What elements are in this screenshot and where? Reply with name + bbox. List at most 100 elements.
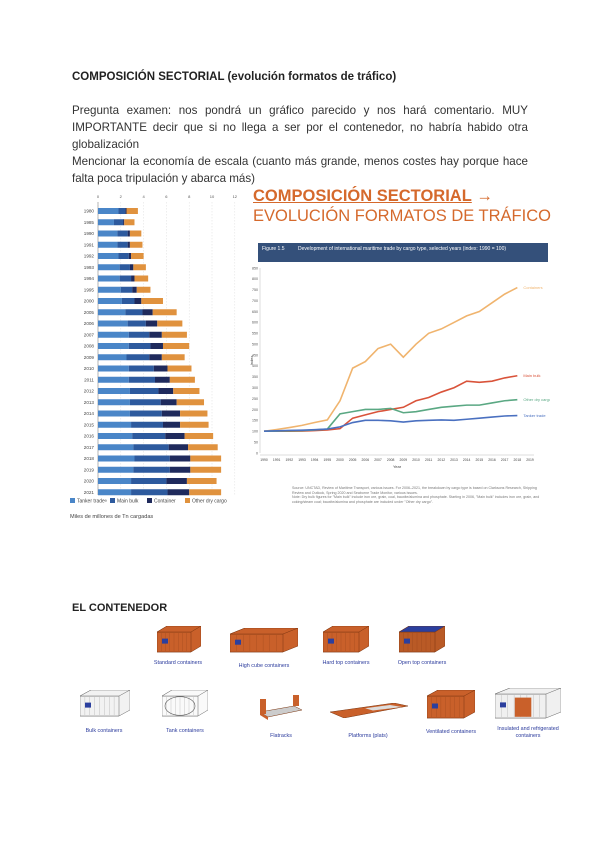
y-tick-label: 2018 [84,456,95,461]
figure-source-text: Source: UNCTAD, Review of Maritime Trans… [292,486,537,495]
y-tick-label: 600 [252,321,258,325]
bar-segment-main-bulk [128,376,155,383]
legend-label: Container [154,499,176,505]
bar-segment-container [145,320,158,327]
x-tick-label: 0 [97,194,100,199]
x-tick-label: 1991 [273,458,281,462]
x-tick-label: 2018 [514,458,522,462]
bar-segment-container [155,376,170,383]
bar-segment-main-bulk [127,320,146,327]
y-tick-label: 2010 [84,366,95,371]
x-tick-label: 2010 [412,458,420,462]
y-tick-label: 2000 [84,299,95,304]
bar-segment-container [149,354,162,361]
bar-segment-container [150,343,163,349]
container-image-icon [399,626,445,653]
bar-segment-other-dry-cargo [141,298,163,304]
paragraph: Mencionar la economía de escala (cuanto … [72,155,528,185]
series-label-tanker-trade: Tanker trade [523,413,546,418]
bar-segment-other-dry-cargo [134,275,149,282]
x-axis-label: Year [393,464,402,469]
y-tick-label: 2005 [84,310,95,315]
y-tick-label: 2015 [84,422,95,427]
y-tick-label: 800 [252,277,258,281]
bar-segment-main-bulk [117,241,128,248]
x-tick-label: 2005 [349,458,357,462]
figure-note-text: Note: Dry bulk figures for "Main bulk" i… [292,495,540,504]
y-axis-label: Index [250,356,254,366]
x-tick-label: 8 [188,194,191,199]
arrow-right-icon: → [476,187,493,205]
bar-segment-other-dry-cargo [169,376,195,383]
bar-segment-main-bulk [133,466,170,473]
section-heading: COMPOSICIÓN SECTORIAL (evolución formato… [72,71,397,83]
platform-deck [365,705,402,711]
brand-logo-icon [404,638,410,644]
bar-segment-other-dry-cargo [190,455,222,462]
y-tick-label: 2021 [84,490,95,495]
series-line-containers [263,286,518,433]
container-top [323,626,369,633]
bar-segment-tanker-trade- [98,343,129,349]
bar-segment-container [142,309,153,316]
series-line-other-dry-cargo [263,398,518,433]
y-tick-label: 2011 [84,377,94,382]
bar-segment-main-bulk [119,275,132,282]
bar-segment-container [123,219,125,226]
y-tick-label: 1985 [84,220,95,225]
bar-segment-other-dry-cargo [186,478,217,484]
bar-segment-tanker-trade- [98,253,119,259]
bar-segment-container [125,208,127,214]
x-tick-label: 2016 [488,458,496,462]
bar-segment-container [166,478,187,484]
container-type-label: Hard top containers [322,660,370,666]
bar-segment-tanker-trade- [98,399,130,406]
bar-segment-other-dry-cargo [133,264,146,271]
container-type-label: Ventilated containers [425,729,477,735]
y-tick-label: 1990 [84,231,95,236]
brand-logo-icon [328,638,334,644]
y-tick-label: 2009 [84,355,95,360]
x-tick-label: 1990 [260,458,268,462]
legend-swatch [110,498,115,503]
y-tick-label: 400 [252,364,258,368]
bar-segment-tanker-trade- [98,275,120,282]
bar-segment-main-bulk [132,433,166,439]
x-tick-label: 2014 [463,458,471,462]
y-tick-label: 500 [252,342,258,346]
y-tick-label: 50 [254,440,258,444]
bar-segment-container [161,410,181,417]
bar-segment-main-bulk [128,331,150,338]
bar-segment-main-bulk [120,286,133,293]
x-tick-label: 1994 [311,458,319,462]
x-tick-label: 2 [120,194,123,199]
container-top [162,690,208,697]
y-tick-label: 0 [256,451,258,455]
x-tick-label: 2015 [476,458,484,462]
bar-segment-container [158,388,174,394]
bar-segment-other-dry-cargo [176,399,205,406]
line-chart: 0 50 100 150 200 250 300 350 400 450 500 550 600 650 7… [250,266,550,469]
y-tick-label: 850 [252,266,258,270]
bar-segment-container [149,331,162,338]
bar-segment-main-bulk [121,298,135,304]
slide-title: COMPOSICIÓN SECTORIAL → EVOLUCIÓN FORMAT… [253,186,551,226]
y-tick-label: 1991 [84,242,95,247]
x-tick-label: 1995 [324,458,332,462]
bar-segment-container [127,241,130,248]
bar-segment-other-dry-cargo [190,466,222,473]
bar-segment-container [167,489,190,496]
bar-segment-container [128,253,132,259]
legend-swatch [185,498,190,503]
y-tick-label: 2007 [84,332,95,337]
x-tick-label: 1992 [286,458,294,462]
bar-segment-other-dry-cargo [126,208,138,214]
series-line-tanker-trade [263,414,518,433]
bar-segment-container [129,264,134,271]
flatrack-edge [260,712,268,720]
bar-segment-main-bulk [131,421,163,428]
container-top [399,626,445,633]
container-type-label: Standard containers [153,660,203,666]
bar-segment-tanker-trade- [98,208,119,214]
bar-segment-tanker-trade- [98,455,135,462]
